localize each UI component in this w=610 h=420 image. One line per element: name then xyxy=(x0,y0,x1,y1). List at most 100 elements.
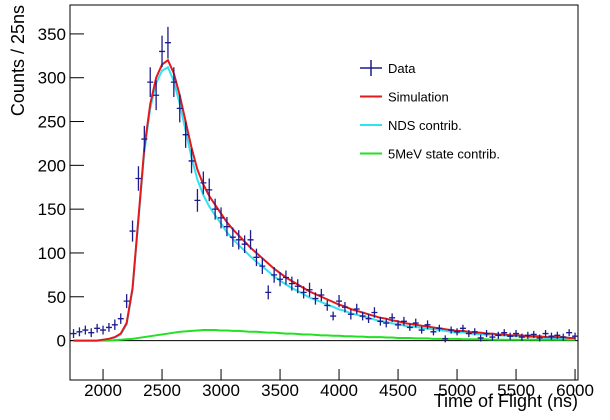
data-point xyxy=(235,230,242,250)
data-point xyxy=(371,307,378,318)
data-point xyxy=(353,303,360,315)
data-point xyxy=(206,178,213,202)
legend-label: Data xyxy=(388,61,416,76)
data-point xyxy=(312,292,319,305)
data-point xyxy=(164,26,171,59)
x-tick-label: 2000 xyxy=(84,381,122,400)
x-tick-label: 3000 xyxy=(202,381,240,400)
x-tick-label: 6000 xyxy=(556,381,594,400)
data-point xyxy=(483,330,490,338)
data-point xyxy=(465,330,472,338)
data-point xyxy=(277,272,284,287)
data-point xyxy=(188,148,195,174)
data-point xyxy=(123,294,130,309)
x-tick-label: 5000 xyxy=(438,381,476,400)
data-point xyxy=(200,171,207,195)
data-point xyxy=(170,67,177,97)
data-point xyxy=(359,311,366,321)
data-point xyxy=(572,332,578,340)
data-point xyxy=(495,331,502,339)
data-point xyxy=(229,227,236,247)
data-point xyxy=(530,330,537,338)
data-point xyxy=(459,324,466,332)
y-tick-label: 100 xyxy=(38,244,66,263)
plot-frame xyxy=(69,4,579,381)
data-point xyxy=(253,248,260,267)
data-point xyxy=(82,325,89,335)
data-point xyxy=(330,311,337,321)
data-point xyxy=(389,313,396,323)
data-point xyxy=(341,302,348,313)
y-tick-label: 250 xyxy=(38,113,66,132)
data-point xyxy=(400,316,407,326)
data-point xyxy=(347,309,354,320)
data-point xyxy=(507,332,514,340)
data-point xyxy=(70,329,77,338)
data-point xyxy=(129,220,136,242)
data-point xyxy=(306,282,313,297)
y-tick-label: 0 xyxy=(57,332,66,351)
data-point xyxy=(436,324,443,332)
legend-symbol xyxy=(360,60,382,76)
data-point xyxy=(300,286,307,299)
data-point xyxy=(259,258,266,274)
data-point xyxy=(141,125,148,153)
data-point xyxy=(159,35,166,68)
legend-label: NDS contrib. xyxy=(388,118,462,133)
data-point xyxy=(489,333,496,341)
series-line xyxy=(73,58,576,342)
data-point xyxy=(117,313,124,324)
data-point xyxy=(282,270,289,285)
data-point xyxy=(241,235,248,253)
data-point xyxy=(94,323,101,333)
data-point xyxy=(294,279,301,294)
y-axis-label: Counts / 25ns xyxy=(8,5,28,116)
data-point xyxy=(454,328,461,336)
y-tick-label: 50 xyxy=(47,288,66,307)
data-point xyxy=(406,323,413,331)
data-point xyxy=(336,295,343,308)
data-point xyxy=(418,326,425,334)
data-point xyxy=(554,331,561,339)
data-point xyxy=(448,326,455,334)
data-point xyxy=(88,328,95,338)
data-point xyxy=(194,188,201,212)
data-point xyxy=(223,217,230,237)
data-point xyxy=(536,334,543,342)
data-point xyxy=(477,334,484,342)
x-tick-label: 2500 xyxy=(143,381,181,400)
data-point xyxy=(424,320,431,330)
y-tick-label: 150 xyxy=(38,200,66,219)
data-point xyxy=(442,335,449,343)
data-point xyxy=(542,330,549,338)
legend-label: 5MeV state contrib. xyxy=(388,147,500,162)
data-point xyxy=(566,329,573,337)
data-point xyxy=(218,207,225,229)
plot-area xyxy=(70,26,578,343)
x-tick-label: 5500 xyxy=(497,381,535,400)
legend-label: Simulation xyxy=(388,90,449,105)
data-point xyxy=(147,67,154,97)
x-axis-label: Time of Flight (ns) xyxy=(434,391,578,411)
y-tick-label: 350 xyxy=(38,25,66,44)
data-point xyxy=(111,319,118,331)
data-point xyxy=(182,121,189,148)
series-line xyxy=(73,329,576,342)
data-point xyxy=(271,266,278,283)
data-point xyxy=(560,333,567,341)
data-point xyxy=(288,276,295,291)
data-point xyxy=(324,300,331,311)
data-point xyxy=(247,230,254,250)
data-point xyxy=(548,332,555,340)
data-point xyxy=(365,314,372,324)
data-point xyxy=(383,318,390,328)
data-point xyxy=(265,285,272,300)
data-point xyxy=(100,325,107,335)
data-point xyxy=(395,320,402,330)
x-tick-label: 4500 xyxy=(379,381,417,400)
data-point xyxy=(513,330,520,338)
x-tick-label: 4000 xyxy=(320,381,358,400)
data-point xyxy=(135,166,142,191)
y-tick-label: 200 xyxy=(38,156,66,175)
